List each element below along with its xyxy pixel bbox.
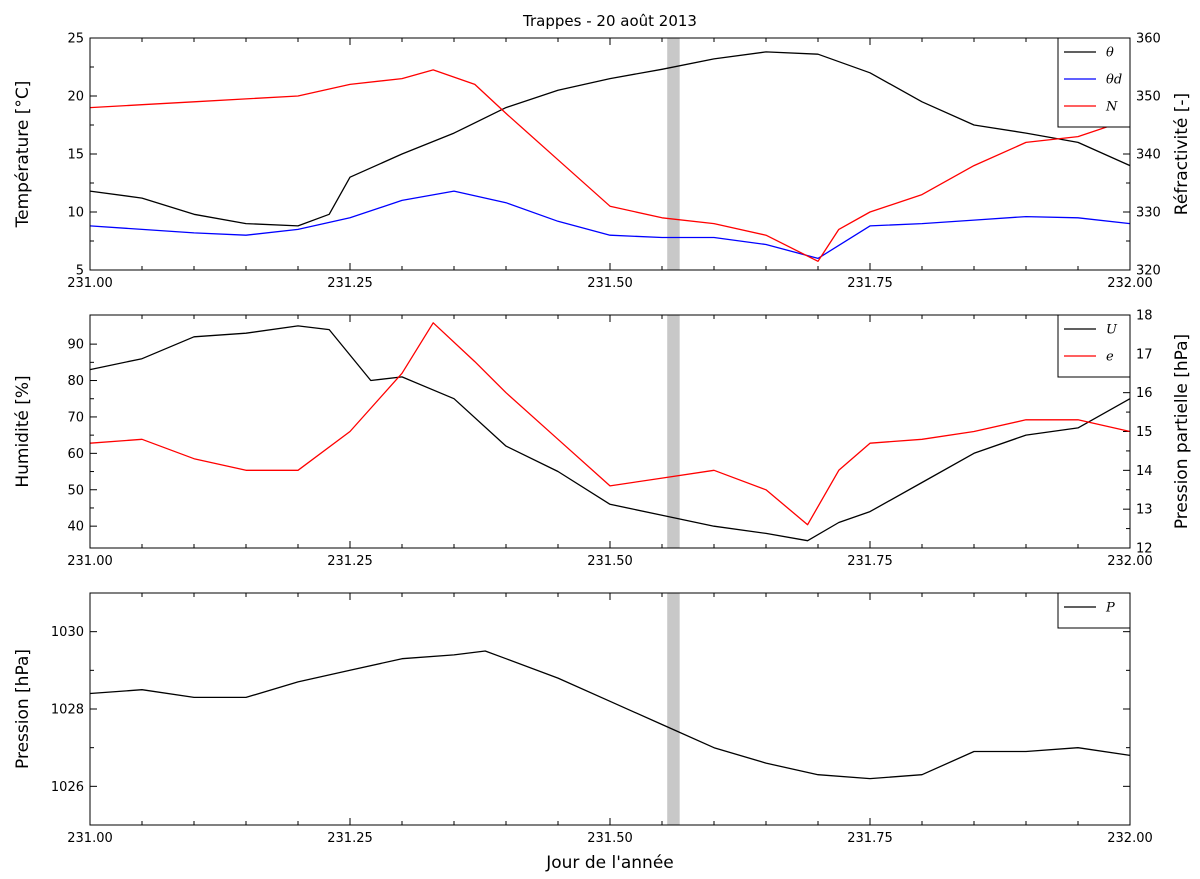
x-tick-label: 231.00 [67, 554, 113, 569]
y2-tick-label: 14 [1136, 464, 1153, 479]
x-tick-label: 231.75 [847, 554, 893, 569]
plot-frame [89, 314, 1131, 549]
y2-axis-label: Pression partielle [hPa] [1172, 334, 1192, 529]
y2-tick-label: 340 [1136, 148, 1161, 163]
x-tick-label: 231.75 [847, 276, 893, 291]
y-tick-label: 15 [67, 148, 84, 163]
y2-tick-label: 12 [1136, 542, 1153, 557]
panel-3: 231.00 231.25 231.50 231.75 232.00 1026 1028 10… [13, 592, 1153, 846]
highlight-band [667, 38, 680, 270]
x-tick-label: 231.50 [587, 554, 633, 569]
legend-entry: P [1105, 601, 1115, 616]
y2-tick-label: 13 [1136, 503, 1153, 518]
y2-tick-label: 17 [1136, 347, 1153, 362]
panel-1: 231.00 231.25 231.50 231.75 232.00 5 10 15 20 25 3… [13, 32, 1192, 292]
x-tick-label: 231.75 [847, 831, 893, 846]
series-line-1-3 [89, 69, 1131, 262]
y-tick-label: 80 [67, 374, 84, 389]
y-tick-label: 1026 [51, 780, 84, 795]
y-axis-label: Pression [hPa] [13, 649, 33, 769]
y-tick-label: 5 [76, 264, 84, 279]
y2-tick-label: 350 [1136, 90, 1161, 105]
y2-axis-label: Réfractivité [-] [1172, 93, 1192, 215]
legend: Ue [1057, 314, 1131, 378]
y-tick-label: 50 [67, 483, 84, 498]
y-tick-label: 90 [67, 338, 84, 353]
series-line-2-2 [89, 322, 1131, 526]
y2-tick-label: 16 [1136, 386, 1153, 401]
x-tick-label: 231.25 [327, 276, 373, 291]
legend: θ θd N [1057, 37, 1131, 128]
x-axis-label: Jour de l'année [545, 853, 674, 873]
series-line-1-2 [89, 190, 1131, 260]
highlight-band [667, 315, 680, 548]
y-tick-label: 40 [67, 520, 84, 535]
x-tick-label: 231.25 [327, 831, 373, 846]
y2-tick-label: 320 [1136, 264, 1161, 279]
legend-box [1057, 314, 1131, 378]
legend-entry: θ [1106, 46, 1114, 61]
highlight-band [667, 593, 680, 825]
x-tick-label: 232.00 [1107, 831, 1153, 846]
x-tick-label: 232.00 [1107, 276, 1153, 291]
legend-box [1057, 37, 1131, 128]
panel-2: 231.00 231.25 231.50 231.75 232.00 40 50 60 70 80… [13, 309, 1192, 570]
plot-frame [89, 592, 1131, 826]
legend: P [1057, 592, 1131, 629]
y-axis-label: Humidité [%] [13, 375, 33, 487]
y-tick-label: 20 [67, 90, 84, 105]
x-tick-label: 231.25 [327, 554, 373, 569]
y2-tick-label: 18 [1136, 309, 1153, 324]
plot-frame [89, 37, 1131, 271]
x-tick-label: 231.00 [67, 831, 113, 846]
series-line-1-1 [89, 51, 1131, 227]
x-tick-label: 231.50 [587, 831, 633, 846]
x-tick-label: 231.50 [587, 276, 633, 291]
legend-entry: e [1106, 350, 1114, 365]
y-tick-label: 1030 [51, 625, 84, 640]
legend-box [1057, 592, 1131, 629]
y2-tick-label: 360 [1136, 32, 1161, 47]
y2-tick-label: 15 [1136, 425, 1153, 440]
legend-entry: θd [1106, 73, 1122, 88]
series-line-3-1 [89, 650, 1131, 780]
legend-entry: U [1106, 323, 1118, 338]
y-tick-label: 1028 [51, 703, 84, 718]
chart-title: Trappes - 20 août 2013 [522, 12, 697, 30]
series-line-2-1 [89, 325, 1131, 542]
y-tick-label: 10 [67, 206, 84, 221]
legend-entry: N [1105, 100, 1118, 115]
y-tick-label: 25 [67, 32, 84, 47]
y2-tick-label: 330 [1136, 206, 1161, 221]
y-tick-label: 60 [67, 447, 84, 462]
x-tick-label: 231.00 [67, 276, 113, 291]
y-axis-label: Température [°C] [13, 81, 33, 229]
y-tick-label: 70 [67, 410, 84, 425]
x-tick-label: 232.00 [1107, 554, 1153, 569]
